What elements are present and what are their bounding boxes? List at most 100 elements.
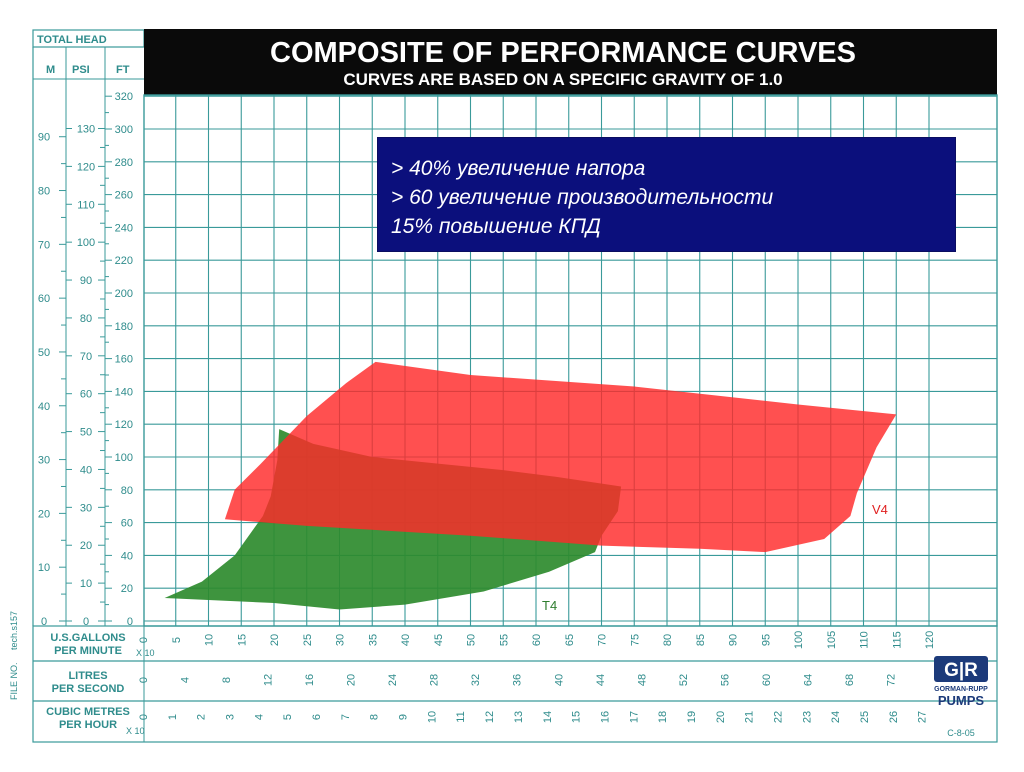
cmh-label-line1: CUBIC METRES [46, 706, 130, 718]
lps-tick-label: 68 [844, 674, 856, 686]
ft-tick-label: 140 [115, 386, 133, 398]
lps-tick-label: 56 [719, 674, 731, 686]
psi-tick-label: 90 [80, 275, 92, 287]
gpm-tick-label: 10 [204, 634, 216, 646]
gpm-tick-label: 55 [498, 634, 510, 646]
chart-title: COMPOSITE OF PERFORMANCE CURVES [270, 37, 856, 69]
brand-logo: G|R GORMAN-RUPP PUMPS C-8-05 [934, 656, 988, 738]
ft-tick-label: 200 [115, 288, 133, 300]
series-layer: T4 V4 [164, 361, 897, 613]
lps-tick-label: 48 [636, 674, 648, 686]
title-background [144, 29, 997, 95]
cmh-tick-label: 22 [772, 711, 784, 723]
gpm-tick-label: 110 [859, 631, 871, 649]
total-head-label: TOTAL HEAD [37, 34, 107, 46]
ft-tick-label: 180 [115, 321, 133, 333]
ft-tick-label: 300 [115, 124, 133, 136]
lps-tick-label: 24 [387, 674, 399, 686]
ft-tick-label: 40 [121, 550, 133, 562]
cmh-tick-label: 6 [311, 714, 323, 720]
m-tick-label: 10 [38, 562, 50, 574]
cmh-tick-label: 10 [426, 711, 438, 723]
gpm-tick-label: 70 [597, 634, 609, 646]
psi-tick-label: 110 [77, 199, 95, 211]
m-axis-ticks: 0 10 20 30 40 50 60 70 80 90 [38, 132, 66, 628]
cmh-tick-label: 11 [455, 711, 467, 722]
annotation-line-capacity: > 60 увеличение производительности [391, 186, 774, 209]
m-tick-label: 90 [38, 132, 50, 144]
psi-tick-label: 120 [77, 161, 95, 173]
ft-tick-label: 100 [115, 452, 133, 464]
m-tick-label: 70 [38, 239, 50, 251]
series-label-v4: V4 [872, 502, 888, 517]
gpm-label-line1: U.S.GALLONS [50, 632, 125, 644]
series-label-t4: T4 [542, 598, 557, 613]
psi-tick-label: 80 [80, 313, 92, 325]
m-tick-label: 0 [41, 616, 47, 628]
gpm-axis-ticks: 0 5 10 15 20 25 30 35 40 45 50 55 60 65 70 75 80 85 90 95 10… [138, 631, 936, 649]
gpm-tick-label: 75 [629, 634, 641, 646]
cmh-tick-label: 13 [513, 711, 525, 723]
lps-axis-ticks: 0 4 8 12 16 20 24 28 32 36 40 44 48 52 56 60 64 68 72 [138, 674, 897, 686]
lps-tick-label: 36 [512, 674, 524, 686]
cmh-tick-label: 14 [542, 711, 554, 723]
gpm-tick-label: 15 [236, 634, 248, 646]
cmh-tick-label: 0 [138, 714, 150, 720]
ft-tick-label: 80 [121, 485, 133, 497]
cmh-tick-label: 24 [830, 711, 842, 723]
psi-tick-label: 60 [80, 389, 92, 401]
gpm-tick-label: 95 [760, 634, 772, 646]
gpm-tick-label: 80 [662, 634, 674, 646]
chart-subtitle: CURVES ARE BASED ON A SPECIFIC GRAVITY O… [343, 70, 782, 89]
lps-tick-label: 28 [429, 674, 441, 686]
cmh-tick-label: 4 [253, 714, 265, 720]
lps-tick-label: 16 [304, 674, 316, 686]
ft-tick-label: 60 [121, 518, 133, 530]
unit-ft-label: FT [116, 64, 130, 76]
gpm-tick-label: 20 [269, 634, 281, 646]
cmh-tick-label: 18 [657, 711, 669, 723]
gpm-tick-label: 85 [695, 634, 707, 646]
psi-tick-label: 30 [80, 502, 92, 514]
lps-label-line2: PER SECOND [52, 683, 125, 695]
psi-tick-label: 0 [83, 616, 89, 628]
gpm-tick-label: 25 [302, 634, 314, 646]
cmh-tick-label: 1 [167, 714, 179, 720]
psi-tick-label: 40 [80, 464, 92, 476]
title-band: COMPOSITE OF PERFORMANCE CURVES CURVES A… [144, 29, 997, 95]
lps-tick-label: 0 [138, 677, 150, 683]
lps-tick-label: 60 [761, 674, 773, 686]
logo-mark [934, 656, 988, 682]
gpm-tick-label: 100 [793, 631, 805, 649]
ft-tick-label: 160 [115, 354, 133, 366]
annotation-box: > 40% увеличение напора > 60 увеличение … [377, 137, 956, 252]
lps-tick-label: 4 [180, 677, 192, 683]
psi-tick-label: 10 [80, 578, 92, 590]
cmh-tick-label: 26 [888, 711, 900, 723]
cmh-tick-label: 8 [369, 714, 381, 720]
m-tick-label: 30 [38, 455, 50, 467]
gpm-tick-label: 0 [138, 637, 150, 643]
gpm-tick-label: 115 [891, 631, 903, 649]
m-tick-label: 80 [38, 186, 50, 198]
m-tick-label: 20 [38, 508, 50, 520]
unit-psi-label: PSI [72, 64, 90, 76]
ft-tick-label: 240 [115, 222, 133, 234]
lps-tick-label: 8 [221, 677, 233, 683]
brand-name-line1: GORMAN-RUPP [934, 686, 988, 693]
psi-tick-label: 20 [80, 540, 92, 552]
psi-tick-label: 100 [77, 237, 95, 249]
annotation-line-efficiency: 15% повышение КПД [391, 215, 601, 238]
tech-code-label: tech.s157 [9, 611, 19, 650]
lps-tick-label: 12 [263, 674, 275, 686]
cmh-tick-label: 25 [859, 711, 871, 723]
gpm-tick-label: 50 [466, 634, 478, 646]
gpm-tick-label: 40 [400, 634, 412, 646]
cmh-tick-label: 9 [398, 714, 410, 720]
gpm-tick-label: 65 [564, 634, 576, 646]
gpm-tick-label: 105 [826, 631, 838, 649]
cmh-tick-label: 3 [225, 714, 237, 720]
m-tick-label: 60 [38, 293, 50, 305]
gpm-tick-label: 60 [531, 634, 543, 646]
